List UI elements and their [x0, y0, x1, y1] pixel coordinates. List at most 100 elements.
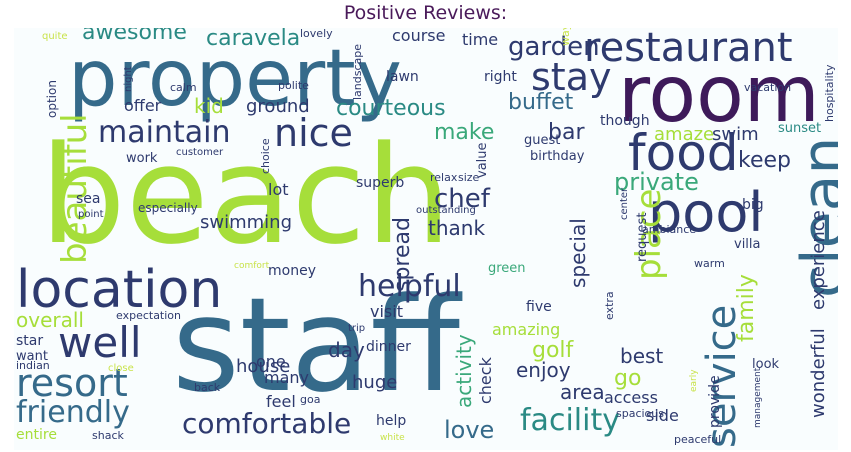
- chart-title: Positive Reviews:: [343, 2, 508, 24]
- word-room: room: [618, 50, 820, 140]
- word-special: special: [566, 218, 590, 288]
- word-hospitality: hospitality: [823, 64, 836, 122]
- word-expectation: expectation: [116, 309, 182, 322]
- word-landscape: landscape: [351, 43, 364, 100]
- word-dinner: dinner: [366, 339, 411, 355]
- word-customer: customer: [176, 147, 224, 158]
- word-facility: facility: [520, 403, 620, 438]
- word-one: one: [256, 352, 286, 371]
- word-calm: calm: [170, 81, 197, 94]
- word-villa: villa: [734, 237, 761, 252]
- word-swim: swim: [712, 124, 759, 145]
- word-entire: entire: [16, 427, 57, 443]
- word-restaurant: restaurant: [584, 28, 793, 71]
- word-garden: garden: [508, 32, 600, 62]
- word-beautiful: beautiful: [55, 113, 95, 264]
- word-though: though: [600, 113, 650, 129]
- word-bar: bar: [548, 120, 585, 145]
- word-family: family: [734, 274, 759, 342]
- word-option: option: [45, 80, 59, 118]
- word-sunset: sunset: [778, 121, 822, 136]
- word-well: well: [58, 318, 142, 367]
- word-request: request: [635, 212, 650, 262]
- word-guest: guest: [524, 133, 561, 148]
- word-time: time: [462, 30, 499, 49]
- word-size: size: [458, 171, 480, 184]
- word-day: day: [328, 338, 365, 362]
- word-star: star: [16, 333, 44, 349]
- word-wonderful: wonderful: [808, 328, 829, 418]
- word-shack: shack: [92, 429, 124, 442]
- word-house: house: [236, 356, 291, 377]
- word-visit: visit: [370, 302, 403, 321]
- word-polite: polite: [278, 79, 309, 92]
- word-love: love: [444, 416, 495, 444]
- word-course: course: [392, 28, 446, 45]
- word-management: management: [753, 367, 763, 428]
- word-food: food: [628, 124, 739, 182]
- word-enjoy: enjoy: [516, 358, 571, 382]
- word-property: property: [68, 34, 402, 124]
- word-choice: choice: [259, 138, 272, 174]
- word-stay: stay: [531, 55, 612, 99]
- word-especially: especially: [138, 201, 198, 215]
- word-quite: quite: [42, 31, 68, 42]
- word-chef: chef: [434, 184, 490, 214]
- word-go: go: [614, 366, 642, 391]
- word-point: point: [78, 209, 104, 220]
- word-night: night: [123, 66, 134, 92]
- word-maintain: maintain: [98, 115, 231, 150]
- word-overall: overall: [16, 308, 84, 332]
- word-indian: indian: [16, 359, 50, 372]
- word-five: five: [526, 299, 552, 315]
- word-swimming: swimming: [200, 212, 293, 233]
- word-check: check: [476, 357, 495, 404]
- word-awesome: awesome: [82, 28, 187, 45]
- word-back: back: [194, 381, 221, 394]
- word-keep: keep: [738, 148, 791, 173]
- word-right: right: [484, 69, 517, 85]
- word-resort: resort: [16, 361, 128, 405]
- word-goa: goa: [300, 393, 321, 406]
- word-value: value: [475, 142, 490, 178]
- word-location: location: [16, 260, 223, 320]
- word-way: way: [559, 28, 572, 46]
- word-outstanding: outstanding: [416, 205, 476, 216]
- word-cloud: beach staff property room restaurant loc…: [14, 28, 838, 450]
- word-caravela: caravela: [206, 28, 301, 51]
- word-kid: kid: [194, 94, 224, 118]
- word-beach: beach: [40, 117, 452, 274]
- word-side: side: [646, 406, 679, 425]
- word-ground: ground: [246, 96, 310, 117]
- word-golf: golf: [532, 338, 574, 363]
- word-want: want: [16, 349, 48, 364]
- word-activity: activity: [452, 334, 476, 408]
- word-early: early: [689, 369, 699, 392]
- word-experience: experience: [808, 210, 829, 310]
- word-nice: nice: [274, 111, 353, 155]
- word-lawn: lawn: [386, 69, 419, 85]
- word-close: close: [108, 363, 134, 374]
- word-birthday: birthday: [530, 149, 585, 164]
- word-big: big: [742, 197, 764, 213]
- word-superb: superb: [356, 175, 405, 191]
- word-peaceful: peaceful: [674, 433, 722, 446]
- word-lovely: lovely: [300, 28, 333, 40]
- word-access: access: [604, 388, 658, 407]
- word-spread: spread: [390, 217, 415, 292]
- word-amaze: amaze: [654, 124, 715, 145]
- word-thank: thank: [428, 216, 486, 240]
- word-comfort: comfort: [234, 261, 270, 271]
- word-relax: relax: [430, 171, 458, 184]
- word-feel: feel: [266, 392, 296, 411]
- word-many: many: [264, 368, 309, 387]
- word-helpful: helpful: [358, 269, 461, 304]
- word-trip: trip: [348, 323, 366, 334]
- word-sea: sea: [76, 191, 101, 207]
- word-work: work: [126, 151, 158, 166]
- word-warm: warm: [694, 257, 725, 270]
- word-money: money: [268, 263, 316, 279]
- word-spacious: spacious: [616, 407, 664, 420]
- word-buffet: buffet: [508, 90, 574, 115]
- word-comfortable: comfortable: [182, 407, 352, 440]
